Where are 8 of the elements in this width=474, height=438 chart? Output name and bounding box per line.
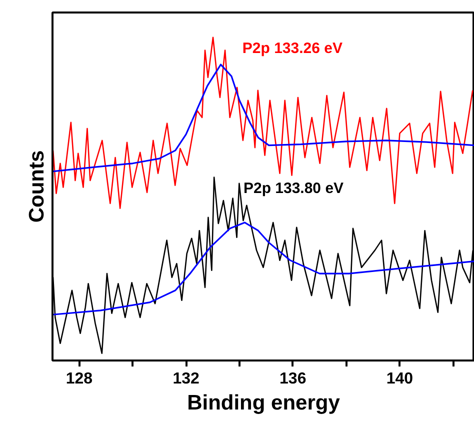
- x-tick-label: 128: [66, 370, 93, 388]
- x-tick-label: 140: [386, 370, 414, 388]
- y-axis-title: Counts: [26, 150, 48, 223]
- x-tick-label: 132: [172, 370, 200, 388]
- annotation: P2p 133.80 eV: [243, 180, 344, 198]
- annotation: P2p 133.26 eV: [242, 40, 342, 58]
- x-axis-title: Binding energy: [187, 392, 340, 414]
- x-tick-label: 136: [280, 370, 306, 388]
